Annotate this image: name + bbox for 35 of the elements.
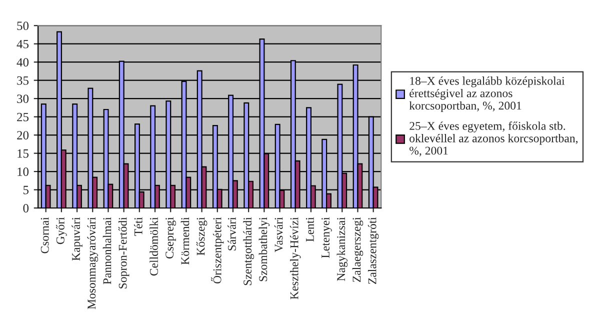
x-tick-label: Sopron-Fertődi (118, 217, 130, 288)
x-tick-label: Szentgotthárdi (243, 217, 254, 286)
y-tick-label: 5 (24, 186, 29, 194)
x-tick-label: Téti (134, 217, 142, 236)
y-tick-label: 0 (23, 204, 29, 212)
x-tick-label: Sárvári (228, 217, 236, 250)
x-tick-label: Szombathelyi (258, 217, 270, 282)
legend-label: 18–X éves legalább középiskolai érettségivel az azonos korcsoportban, %, 2001 (409, 76, 565, 112)
y-tick-label: 25 (17, 112, 29, 122)
y-tick-label: 20 (17, 131, 29, 140)
y-tick-label: 45 (16, 40, 29, 48)
x-tick-label: Vasvári (274, 217, 283, 252)
x-tick-label: Kőszegi (196, 217, 208, 256)
x-tick-label: Celldömölki (150, 217, 158, 276)
x-tick-label: Pannonhalmai (102, 217, 112, 284)
x-tick-label: Csepregi (166, 217, 176, 259)
y-tick-label: 35 (17, 76, 29, 85)
y-tick-label: 15 (18, 149, 29, 158)
x-tick-label: Letenyei (322, 217, 332, 258)
x-tick-label: Zalaszentgróti (368, 217, 379, 284)
legend-label: 25–X éves egyetem, főiskola stb. oklevéllel az azonos korcsoportban, %, 2001 (410, 121, 578, 156)
x-tick-label: Lenti (306, 217, 314, 242)
x-tick-label: Keszthely-Hévízi (290, 217, 301, 300)
y-tick-label: 50 (17, 22, 29, 30)
x-tick-label: Nagykanizsai (336, 217, 348, 281)
y-tick-label: 40 (16, 58, 29, 67)
y-tick-label: 10 (18, 168, 29, 176)
x-tick-label: Győri (56, 217, 67, 244)
x-tick-label: Mosonmagyaróvári (87, 217, 98, 310)
x-tick-label: Körmendi (180, 217, 190, 265)
x-tick-label: Csornai (40, 217, 49, 254)
x-tick-label: Őriszentpéteri (211, 217, 224, 284)
x-tick-label: Zalaegerszegi (352, 217, 364, 282)
y-tick-label: 30 (17, 94, 29, 104)
x-tick-label: Kapuvári (72, 217, 82, 261)
